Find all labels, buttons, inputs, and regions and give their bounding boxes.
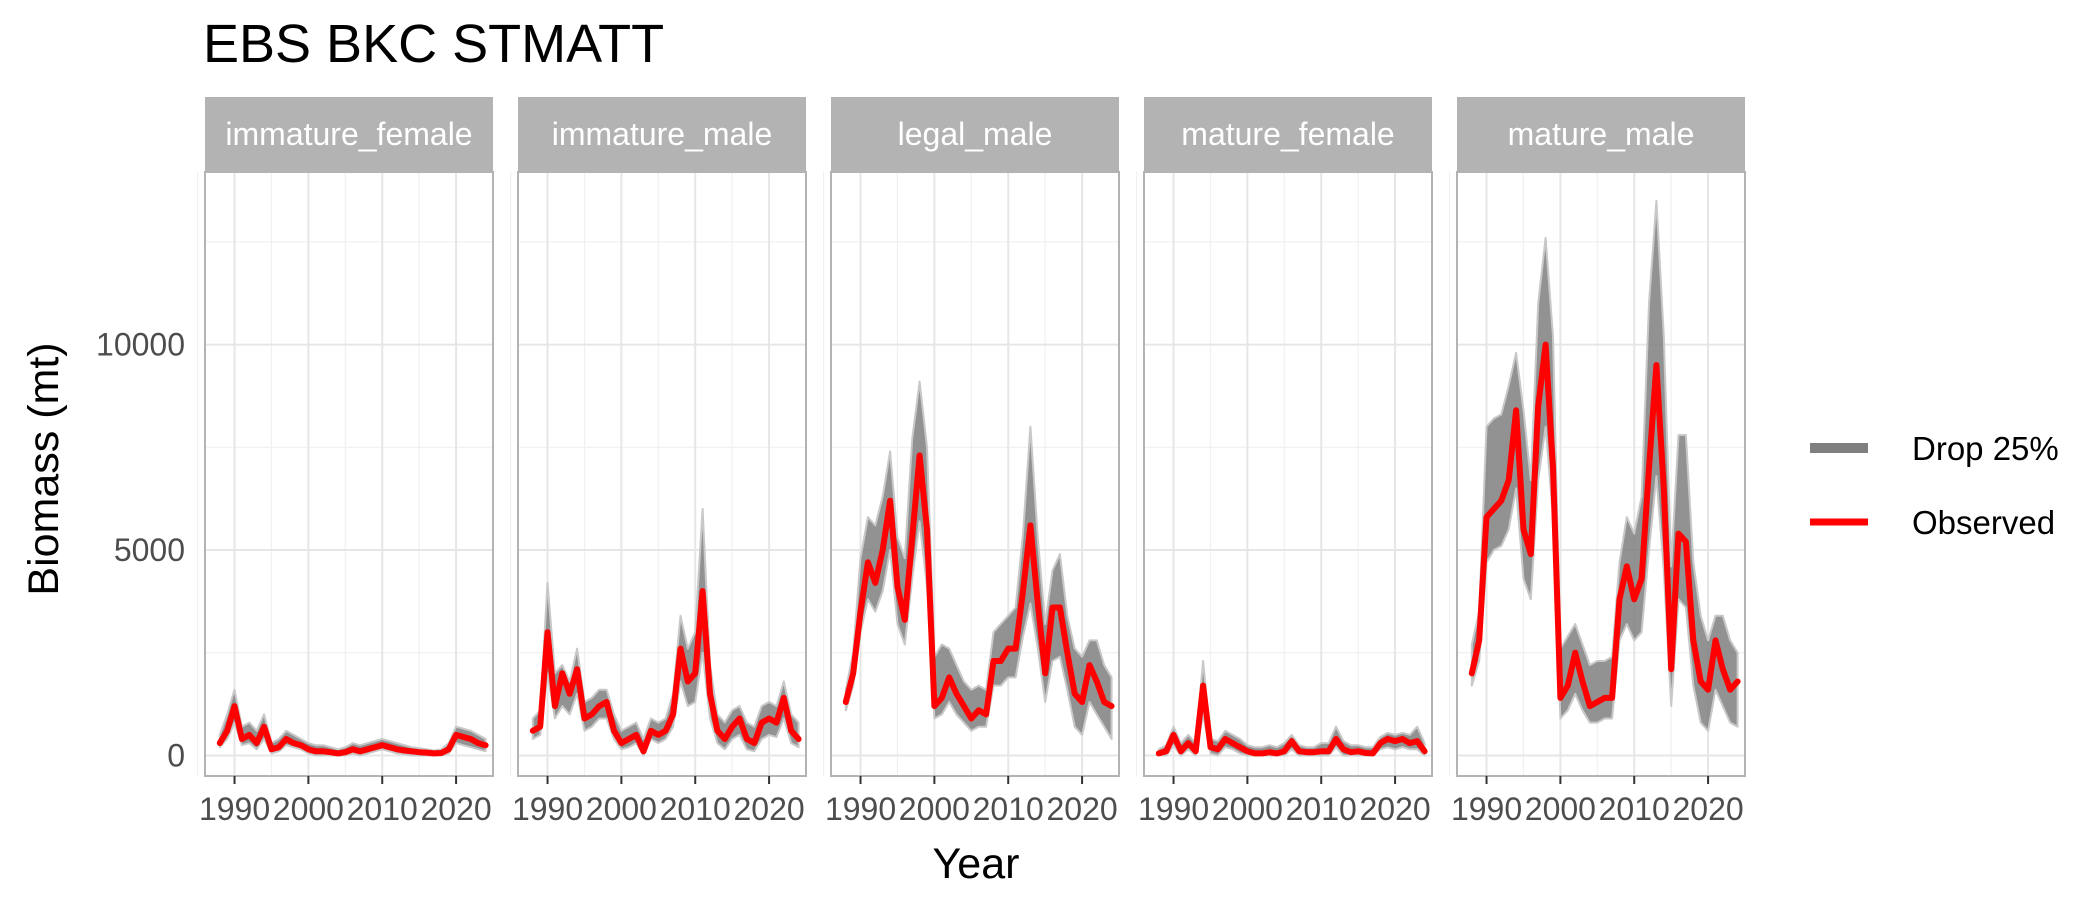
x-tick-label: 2010 (973, 791, 1044, 827)
series-drop-25-band (218, 688, 487, 757)
x-axis-title: Year (933, 840, 1020, 888)
x-tick-label: 2000 (1525, 791, 1596, 827)
x-tick-label: 1990 (1451, 791, 1522, 827)
series-drop-25-band (1157, 660, 1426, 757)
panel-mature_female: mature_female 1990 2000 2010 2020 (1136, 97, 1433, 827)
strip-background (1144, 97, 1432, 171)
strip-background (205, 97, 493, 171)
x-tick-label: 1990 (1138, 791, 1209, 827)
y-axis-title: Biomass (mt) (20, 342, 68, 595)
x-tick-label: 2000 (899, 791, 970, 827)
x-tick-label: 2000 (273, 791, 344, 827)
y-tick-label: 10000 (96, 327, 185, 363)
x-tick-label: 2020 (420, 791, 491, 827)
panel-border (517, 171, 807, 777)
chart-title: EBS BKC STMATT (203, 14, 664, 74)
panel-border (204, 171, 494, 777)
panel-border (830, 171, 1120, 777)
series-drop-25-band (531, 507, 800, 757)
strip-background (831, 97, 1119, 171)
strip-label: immature_female (225, 116, 472, 152)
x-tick-label: 1990 (512, 791, 583, 827)
panel-immature_male: immature_male 1990 2000 2010 2020 (510, 97, 807, 827)
series-observed-line (529, 588, 802, 755)
strip-background (1457, 97, 1745, 171)
x-tick-label: 2010 (347, 791, 418, 827)
x-tick-label: 1990 (199, 791, 270, 827)
strip-label: legal_male (898, 116, 1053, 152)
x-tick-label: 2000 (1212, 791, 1283, 827)
x-tick-label: 2010 (1286, 791, 1357, 827)
x-tick-label: 2010 (660, 791, 731, 827)
y-tick-label: 5000 (114, 532, 185, 568)
x-tick-label: 1990 (825, 791, 896, 827)
panel-border (1143, 171, 1433, 777)
x-tick-label: 2020 (1046, 791, 1117, 827)
panel-immature_female: immature_female 1990 2000 2010 2020 (197, 97, 494, 827)
strip-background (518, 97, 806, 171)
x-tick-label: 2000 (586, 791, 657, 827)
legend-label-drop: Drop 25% (1912, 430, 2059, 467)
series-observed-line (842, 452, 1115, 722)
strip-label: mature_male (1508, 116, 1695, 152)
legend-label-observed: Observed (1912, 504, 2055, 541)
strip-label: immature_male (552, 116, 773, 152)
x-tick-label: 2020 (733, 791, 804, 827)
strip-label: mature_female (1181, 116, 1394, 152)
x-tick-label: 2020 (1359, 791, 1430, 827)
x-tick-label: 2020 (1672, 791, 1743, 827)
series-observed-line (1155, 682, 1428, 757)
y-tick-label: 0 (167, 737, 185, 773)
panel-border (1456, 171, 1746, 777)
legend: Drop 25% Observed (1810, 430, 2059, 541)
panel-mature_male: mature_male 1990 2000 2010 2020 (1449, 97, 1746, 827)
series-observed-line (216, 703, 489, 757)
y-tick-labels: 0 5000 10000 (96, 327, 185, 774)
panel-legal_male: legal_male 1990 2000 2010 2020 (823, 97, 1120, 827)
x-tick-label: 2010 (1599, 791, 1670, 827)
series-observed-line (1468, 341, 1741, 710)
